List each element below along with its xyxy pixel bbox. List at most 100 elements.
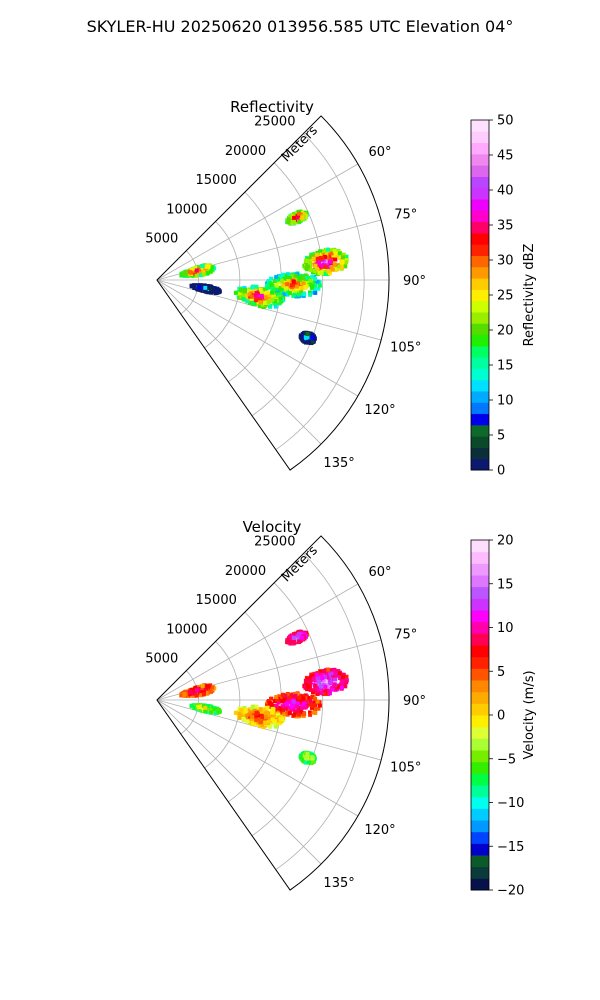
radar-gate — [331, 253, 336, 258]
radar-gate — [276, 280, 281, 285]
colorbar-segment — [471, 142, 489, 155]
echo-cell — [265, 271, 322, 299]
echo-cell — [189, 283, 222, 296]
radar-gate — [322, 272, 327, 277]
azimuth-tick-label: 75° — [394, 207, 417, 222]
colorbar-segment — [471, 402, 489, 415]
colorbar-tick-label: 5 — [497, 429, 505, 444]
radar-gate — [306, 695, 311, 700]
radar-gate — [205, 284, 210, 289]
radar-gate — [280, 286, 285, 291]
radar-gate — [276, 700, 281, 705]
colorbar-segment — [471, 413, 489, 426]
radar-gate — [294, 220, 299, 225]
colorbar-tick-label: 40 — [497, 184, 514, 199]
radar-gate — [210, 687, 215, 692]
radar-gate — [193, 686, 198, 691]
colorbar-segment — [471, 379, 489, 392]
radar-gate — [328, 248, 333, 253]
radar-gate — [316, 255, 321, 260]
radar-gate — [285, 289, 290, 294]
radar-gate — [317, 252, 322, 257]
range-tick-label: 10000 — [166, 202, 207, 217]
radar-gate — [242, 706, 247, 711]
radar-gate — [282, 701, 287, 706]
radar-gate — [239, 714, 244, 719]
radar-gate — [308, 687, 313, 692]
colorbar-segment — [471, 368, 489, 381]
echo-cell — [302, 667, 349, 697]
colorbar-segment — [471, 540, 489, 553]
radar-gate — [277, 301, 282, 306]
radar-gate — [272, 301, 277, 306]
radar-gate — [247, 292, 252, 297]
azimuth-tick-label: 135° — [323, 876, 354, 891]
radar-gate — [324, 679, 329, 684]
radar-gate — [301, 281, 306, 286]
radar-gate — [276, 713, 281, 718]
radar-gate — [194, 693, 199, 698]
radar-gate — [189, 268, 194, 273]
radar-gate — [302, 292, 307, 297]
radar-gate — [286, 699, 291, 704]
radar-gate — [267, 293, 272, 298]
azimuth-gridline — [156, 279, 359, 397]
radar-gate — [212, 707, 217, 712]
radar-gate — [322, 248, 327, 253]
radar-gate — [205, 684, 210, 689]
colorbar-segment — [471, 785, 489, 798]
radar-gate — [340, 679, 345, 684]
radar-gate — [280, 284, 285, 289]
range-tick-label: 20000 — [225, 144, 266, 159]
radar-gate — [256, 286, 261, 291]
radar-gate — [308, 710, 313, 715]
colorbar-segment — [471, 843, 489, 856]
radar-gate — [292, 709, 297, 714]
radar-gate — [327, 259, 332, 264]
radar-gate — [312, 688, 317, 693]
radar-gate — [286, 640, 291, 645]
radar-gate — [344, 260, 349, 265]
radar-gate — [315, 267, 320, 272]
radar-gate — [304, 699, 309, 704]
radar-gate — [298, 217, 303, 222]
colorbar-tick-label: −20 — [497, 884, 524, 899]
colorbar-tick-label: 15 — [497, 577, 514, 592]
radar-gate — [294, 698, 299, 703]
radar-gate — [339, 681, 344, 686]
radar-gate — [249, 716, 254, 721]
radar-gate — [344, 254, 349, 259]
radar-gate — [282, 712, 287, 717]
radar-gate — [339, 265, 344, 270]
radar-gate — [201, 703, 206, 708]
radar-gate — [325, 667, 330, 672]
radar-gate — [260, 722, 265, 727]
radar-gate — [330, 251, 335, 256]
velocity-title: Velocity — [243, 518, 302, 536]
radar-gate — [294, 275, 299, 280]
radar-gate — [330, 676, 335, 681]
sector-frame — [156, 535, 390, 891]
radar-gate — [179, 693, 184, 698]
radar-gate — [308, 290, 313, 295]
colorbar-segment — [471, 311, 489, 324]
colorbar-segment — [471, 323, 489, 336]
radar-gate — [197, 285, 202, 290]
radar-gate — [263, 300, 268, 305]
radar-gate — [197, 271, 202, 276]
radar-gate — [291, 219, 296, 224]
radar-gate — [201, 272, 206, 277]
radar-gate — [301, 276, 306, 281]
radar-gate — [192, 285, 197, 290]
radar-gate — [212, 287, 217, 292]
radar-gate — [286, 220, 291, 225]
radar-gate — [308, 255, 313, 260]
colorbar-segment — [471, 738, 489, 751]
radar-gate — [243, 714, 248, 719]
radar-gate — [317, 690, 322, 695]
radar-gate — [310, 694, 315, 699]
radar-gate — [319, 673, 324, 678]
reflectivity-colorbar: 0 5 10 15 20 25 30 35 40 45 50 — [470, 114, 514, 479]
radar-gate — [268, 724, 273, 729]
